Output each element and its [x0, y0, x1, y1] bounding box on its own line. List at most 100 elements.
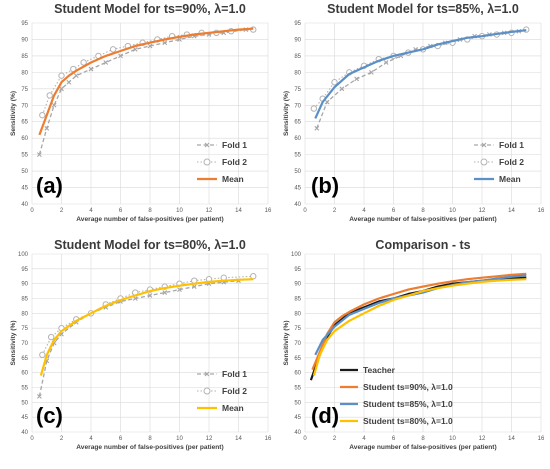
legend-label: Mean — [499, 174, 521, 184]
legend-label: Fold 1 — [499, 140, 524, 150]
x-tick-label: 2 — [333, 436, 337, 442]
x-tick-label: 0 — [30, 208, 34, 214]
data-point — [177, 287, 182, 292]
y-tick-label: 70 — [21, 103, 28, 109]
y-tick-label: 45 — [294, 415, 301, 421]
x-tick-label: 14 — [508, 436, 515, 442]
x-tick-label: 0 — [30, 436, 34, 442]
y-tick-label: 85 — [21, 54, 28, 60]
legend-label: Student ts=90%, λ=1.0 — [363, 382, 453, 392]
x-tick-label: 6 — [119, 436, 123, 442]
data-point — [73, 73, 79, 79]
y-tick-label: 75 — [21, 326, 28, 332]
y-tick-label: 40 — [21, 202, 28, 208]
series-line — [311, 272, 527, 371]
data-point — [80, 59, 87, 66]
y-tick-label: 95 — [21, 267, 28, 273]
data-point — [109, 46, 117, 53]
y-tick-label: 90 — [21, 282, 28, 288]
y-tick-label: 60 — [21, 371, 28, 377]
series-mean — [38, 27, 254, 136]
x-tick-label: 6 — [392, 208, 396, 214]
x-tick-label: 10 — [176, 208, 183, 214]
series-line — [39, 278, 254, 376]
legend-marker — [204, 142, 210, 148]
x-tick-label: 2 — [60, 208, 64, 214]
series-line — [312, 278, 527, 376]
legend: Fold 1 Fold 2 Mean — [474, 140, 524, 184]
data-point — [59, 86, 64, 92]
legend-label: Mean — [222, 403, 244, 413]
x-tick-label: 16 — [265, 436, 272, 442]
y-tick-label: 80 — [294, 311, 301, 317]
legend-label: Fold 2 — [222, 386, 247, 396]
y-tick-label: 60 — [21, 136, 28, 142]
data-point — [58, 72, 65, 79]
y-tick-label: 90 — [21, 37, 28, 43]
legend-label: Fold 2 — [222, 157, 247, 167]
data-point — [162, 290, 168, 295]
x-tick-label: 8 — [421, 436, 425, 442]
x-tick-label: 2 — [60, 436, 64, 442]
x-tick-label: 0 — [303, 208, 307, 214]
data-point — [147, 293, 153, 298]
x-axis-label: Average number of false-positives (per p… — [349, 444, 496, 451]
y-tick-label: 70 — [21, 341, 28, 347]
x-tick-label: 14 — [508, 208, 515, 214]
x-tick-label: 6 — [119, 208, 123, 214]
series-line — [314, 29, 527, 119]
y-tick-label: 85 — [21, 297, 28, 303]
y-tick-label: 65 — [294, 356, 301, 362]
y-tick-label: 95 — [21, 21, 28, 27]
y-tick-label: 80 — [21, 70, 28, 76]
y-tick-label: 75 — [294, 326, 301, 332]
series-student-ts-90-1-0 — [311, 272, 527, 371]
series-mean — [314, 29, 527, 119]
legend: Fold 1 Fold 2 Mean — [197, 140, 247, 184]
y-tick-label: 40 — [294, 430, 301, 436]
y-tick-label: 40 — [21, 430, 28, 436]
y-tick-label: 50 — [294, 400, 301, 406]
y-tick-label: 90 — [294, 282, 301, 288]
x-tick-label: 10 — [449, 436, 456, 442]
y-tick-label: 45 — [21, 415, 28, 421]
y-tick-label: 85 — [294, 54, 301, 60]
legend-label: Teacher — [363, 365, 396, 375]
data-point — [51, 102, 57, 108]
y-tick-label: 40 — [294, 202, 301, 208]
y-tick-label: 65 — [294, 120, 301, 126]
series-line — [38, 27, 254, 136]
panel-label: (d) — [311, 403, 339, 428]
y-tick-label: 55 — [294, 153, 301, 159]
y-tick-label: 75 — [21, 87, 28, 93]
x-tick-label: 10 — [176, 436, 183, 442]
y-tick-label: 95 — [294, 267, 301, 273]
legend-label: Student ts=80%, λ=1.0 — [363, 416, 453, 426]
x-tick-label: 2 — [333, 208, 337, 214]
panel-label: (a) — [36, 173, 63, 198]
x-tick-label: 4 — [362, 208, 366, 214]
y-tick-label: 100 — [291, 252, 302, 258]
chart-panel-c: Student Model for ts=80%, λ=1.0404550556… — [10, 238, 272, 451]
x-tick-label: 8 — [421, 208, 425, 214]
data-point — [331, 79, 338, 86]
x-tick-label: 8 — [148, 436, 152, 442]
legend: Teacher Student ts=90%, λ=1.0 Student ts=8… — [340, 365, 453, 426]
y-tick-label: 55 — [21, 153, 28, 159]
y-tick-label: 50 — [21, 169, 28, 175]
data-point — [36, 394, 42, 399]
y-tick-label: 60 — [294, 371, 301, 377]
chart-title: Student Model for ts=80%, λ=1.0 — [54, 238, 246, 252]
data-point — [383, 60, 389, 65]
data-point — [88, 66, 94, 72]
x-axis-label: Average number of false-positives (per p… — [349, 216, 496, 223]
y-tick-label: 70 — [294, 103, 301, 109]
x-tick-label: 4 — [89, 208, 93, 214]
data-point — [66, 79, 72, 85]
y-tick-label: 50 — [294, 169, 301, 175]
chart-title: Comparison - ts — [375, 238, 470, 252]
legend-marker — [481, 142, 487, 148]
x-tick-label: 4 — [362, 436, 366, 442]
chart-panel-b: Student Model for ts=85%, λ=1.0404550556… — [283, 2, 545, 223]
